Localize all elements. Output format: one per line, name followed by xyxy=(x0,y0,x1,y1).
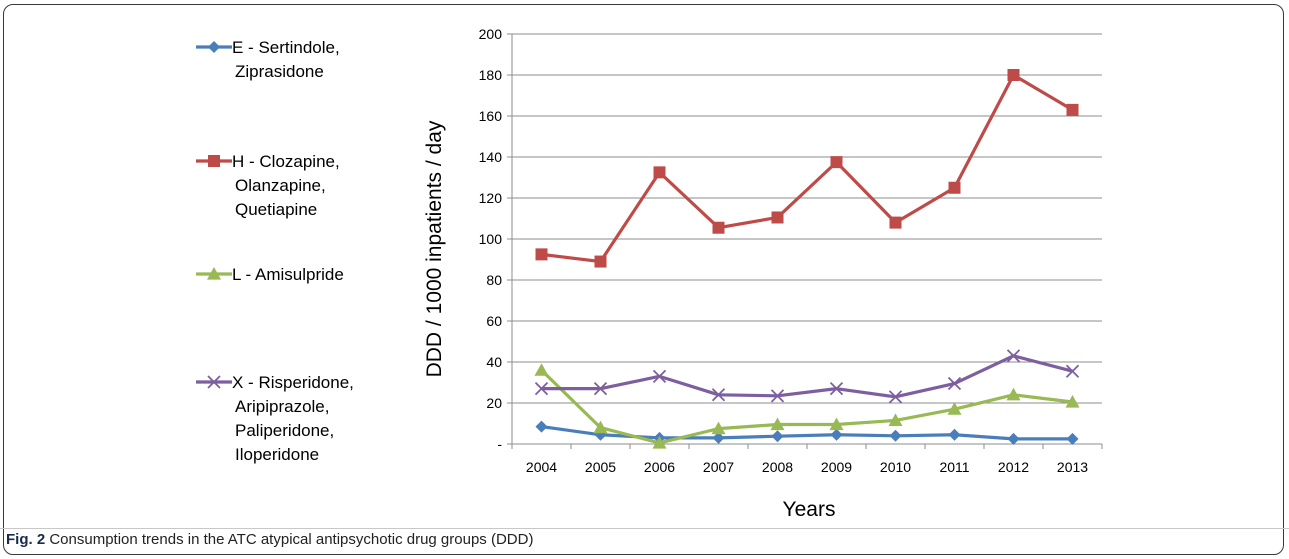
y-tick-label: 20 xyxy=(486,395,502,411)
caption-text: Consumption trends in the ATC atypical a… xyxy=(49,531,534,548)
y-tick-label: 60 xyxy=(486,313,502,329)
legend-marker xyxy=(207,267,221,280)
x-axis-ticks: 2004 2005 2006 2007 2008 2009 2010 2011 2012 2013 xyxy=(511,444,1103,475)
data-point xyxy=(947,376,962,391)
y-tick-label: 140 xyxy=(479,149,503,165)
legend-label: Paliperidone, xyxy=(235,421,334,440)
data-point xyxy=(888,390,903,404)
data-point xyxy=(947,402,962,415)
legend-label: X - Risperidone, xyxy=(232,373,354,392)
data-point xyxy=(948,181,961,194)
data-point xyxy=(712,431,725,444)
data-point xyxy=(1065,364,1080,378)
data-point xyxy=(770,417,785,431)
data-point xyxy=(889,216,902,229)
legend-marker xyxy=(208,155,220,167)
series-line xyxy=(541,73,1074,264)
data-point xyxy=(1066,103,1079,116)
data-point xyxy=(534,363,549,376)
data-point xyxy=(888,413,903,427)
y-tick-label: - xyxy=(497,436,502,452)
data-point xyxy=(1007,432,1020,445)
legend-label: Aripiprazole, xyxy=(235,397,330,416)
y-tick-label: 80 xyxy=(486,272,502,288)
x-tick-label: 2009 xyxy=(821,459,852,475)
data-point xyxy=(948,428,961,441)
legend-item: X - Risperidone, Aripiprazole, Paliperidon… xyxy=(196,373,354,464)
line-chart: - 20 40 60 80 100 120 140 160 180 200 2004 2005 2006… xyxy=(196,26,1103,521)
y-tick-label: 160 xyxy=(479,108,503,124)
series-layer xyxy=(534,69,1080,449)
data-point xyxy=(534,382,549,396)
y-tick-label: 200 xyxy=(479,26,503,42)
legend-item: E - Sertindole, Ziprasidone xyxy=(196,38,340,81)
x-tick-label: 2010 xyxy=(880,459,911,475)
data-point xyxy=(771,430,784,443)
x-tick-label: 2004 xyxy=(526,459,557,475)
data-point xyxy=(535,420,548,433)
x-tick-label: 2006 xyxy=(644,459,675,475)
legend-label: Olanzapine, xyxy=(235,176,326,195)
figure-caption: Fig. 2 Consumption trends in the ATC aty… xyxy=(0,528,1289,548)
data-point xyxy=(1006,387,1021,401)
legend: E - Sertindole, Ziprasidone H - Clozapine,… xyxy=(196,38,354,464)
data-point xyxy=(889,429,902,442)
series-3 xyxy=(534,349,1080,404)
x-tick-label: 2005 xyxy=(585,459,616,475)
data-point xyxy=(594,255,607,268)
data-point xyxy=(593,420,608,434)
data-point xyxy=(652,369,667,383)
data-point xyxy=(593,382,608,396)
data-point xyxy=(770,389,785,403)
x-tick-label: 2012 xyxy=(998,459,1029,475)
x-tick-label: 2011 xyxy=(939,459,969,475)
y-tick-label: 100 xyxy=(479,231,503,247)
x-axis-title: Years xyxy=(783,498,836,521)
y-axis-ticks: - 20 40 60 80 100 120 140 160 180 200 xyxy=(479,26,512,452)
series-line xyxy=(541,354,1073,399)
data-point xyxy=(535,248,548,261)
data-point xyxy=(771,211,784,224)
x-tick-label: 2007 xyxy=(703,459,734,475)
legend-label: L - Amisulpride xyxy=(232,265,344,284)
legend-label: H - Clozapine, xyxy=(232,152,340,171)
caption-label: Fig. 2 xyxy=(6,531,46,548)
data-point xyxy=(829,382,844,396)
x-tick-label: 2013 xyxy=(1057,459,1088,475)
data-point xyxy=(1007,69,1020,81)
legend-label: E - Sertindole, xyxy=(232,38,340,57)
legend-label: Iloperidone xyxy=(235,445,319,464)
legend-item: L - Amisulpride xyxy=(196,265,344,284)
data-point xyxy=(1065,394,1080,408)
legend-marker xyxy=(207,375,221,389)
legend-item: H - Clozapine, Olanzapine, Quetiapine xyxy=(196,152,340,219)
data-point xyxy=(652,435,667,449)
data-point xyxy=(829,417,844,431)
data-point xyxy=(653,166,666,179)
data-point xyxy=(1066,432,1079,445)
y-tick-label: 120 xyxy=(479,190,503,206)
legend-marker xyxy=(208,41,220,53)
gridlines xyxy=(512,33,1102,404)
x-tick-label: 2008 xyxy=(762,459,793,475)
data-point xyxy=(830,428,843,441)
y-tick-label: 180 xyxy=(479,67,503,83)
data-point xyxy=(830,156,843,169)
legend-label: Ziprasidone xyxy=(235,62,324,81)
legend-label: Quetiapine xyxy=(235,200,317,219)
y-tick-label: 40 xyxy=(486,354,502,370)
data-point xyxy=(711,388,726,402)
series-line xyxy=(540,369,1073,445)
data-point xyxy=(712,221,725,234)
series-1 xyxy=(535,69,1079,268)
data-point xyxy=(711,421,726,435)
series-2 xyxy=(534,363,1080,449)
data-point xyxy=(1006,349,1021,363)
y-axis-title: DDD / 1000 inpatients / day xyxy=(423,120,446,377)
